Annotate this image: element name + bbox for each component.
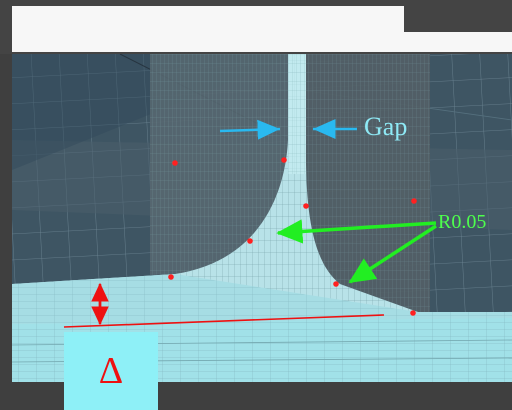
radius-label: R0.05 — [438, 211, 487, 233]
delta-symbol: Δ — [98, 350, 124, 392]
reference-line — [63, 314, 385, 328]
node-markers — [168, 157, 417, 316]
gap-arrow — [219, 119, 357, 140]
gap-label: Gap — [364, 112, 408, 141]
title-bar-extension — [12, 32, 512, 52]
title-bar — [12, 6, 404, 32]
window-frame-left — [0, 54, 12, 384]
mesh-scene — [12, 54, 512, 382]
delta-label-box: Δ — [64, 332, 158, 410]
mesh-viewport[interactable] — [12, 54, 512, 382]
radius-arrow — [276, 219, 437, 284]
